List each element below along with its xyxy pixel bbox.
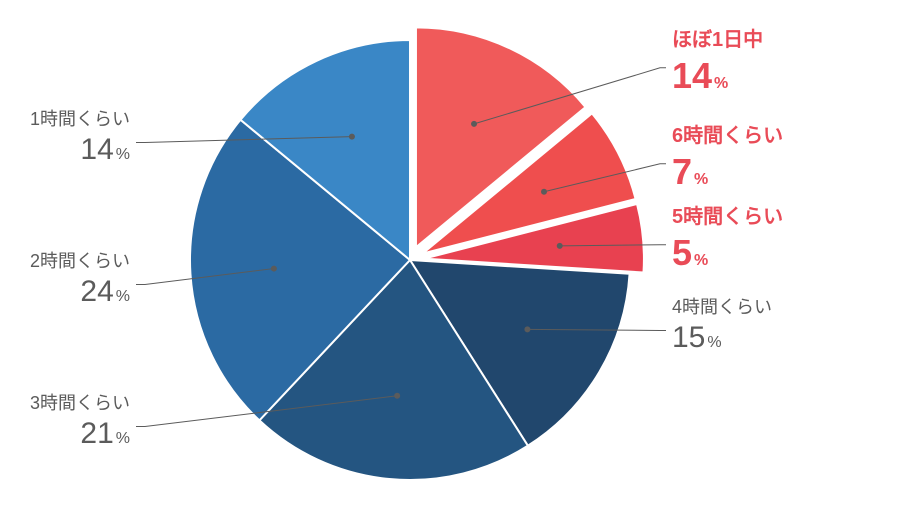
slice-value-number: 14 bbox=[80, 133, 113, 166]
percent-sign: % bbox=[707, 334, 721, 351]
slice-label-value: 15% bbox=[672, 319, 772, 357]
percent-sign: % bbox=[116, 430, 130, 447]
slice-value-number: 7 bbox=[672, 151, 692, 192]
leader-dot bbox=[541, 189, 547, 195]
slice-value-number: 5 bbox=[672, 232, 692, 273]
slice-label-name: 4時間くらい bbox=[672, 296, 772, 319]
percent-sign: % bbox=[694, 252, 708, 269]
percent-sign: % bbox=[116, 288, 130, 305]
slice-label: 4時間くらい15% bbox=[672, 296, 772, 356]
slice-label-name: 5時間くらい bbox=[672, 205, 783, 230]
slice-label-value: 7% bbox=[672, 149, 783, 194]
leader-dot bbox=[471, 121, 477, 127]
leader-dot bbox=[271, 266, 277, 272]
slice-value-number: 15 bbox=[672, 321, 705, 354]
slice-label-value: 24% bbox=[30, 273, 130, 311]
slice-label-name: 6時間くらい bbox=[672, 124, 783, 149]
slice-label: 2時間くらい24% bbox=[30, 250, 130, 310]
slice-label: 5時間くらい5% bbox=[672, 205, 783, 275]
percent-sign: % bbox=[694, 171, 708, 188]
slice-label-name: 2時間くらい bbox=[30, 250, 130, 273]
slice-label-name: 1時間くらい bbox=[30, 108, 130, 131]
slice-label-value: 5% bbox=[672, 230, 783, 275]
slice-value-number: 24 bbox=[80, 275, 113, 308]
leader-dot bbox=[394, 393, 400, 399]
slice-label: ほぼ1日中14% bbox=[672, 28, 763, 98]
slice-value-number: 21 bbox=[80, 417, 113, 450]
slice-label: 3時間くらい21% bbox=[30, 392, 130, 452]
slice-label: 1時間くらい14% bbox=[30, 108, 130, 168]
leader-dot bbox=[557, 243, 563, 249]
slice-label-value: 21% bbox=[30, 415, 130, 453]
leader-dot bbox=[349, 134, 355, 140]
slice-value-number: 14 bbox=[672, 55, 712, 96]
leader-dot bbox=[524, 326, 530, 332]
percent-sign: % bbox=[714, 75, 728, 92]
slice-label-value: 14% bbox=[30, 131, 130, 169]
pie-chart: ほぼ1日中14%6時間くらい7%5時間くらい5%4時間くらい15%3時間くらい2… bbox=[0, 0, 904, 510]
slice-label-name: ほぼ1日中 bbox=[672, 28, 763, 53]
slice-label-value: 14% bbox=[672, 53, 763, 98]
percent-sign: % bbox=[116, 146, 130, 163]
slice-label-name: 3時間くらい bbox=[30, 392, 130, 415]
slice-label: 6時間くらい7% bbox=[672, 124, 783, 194]
